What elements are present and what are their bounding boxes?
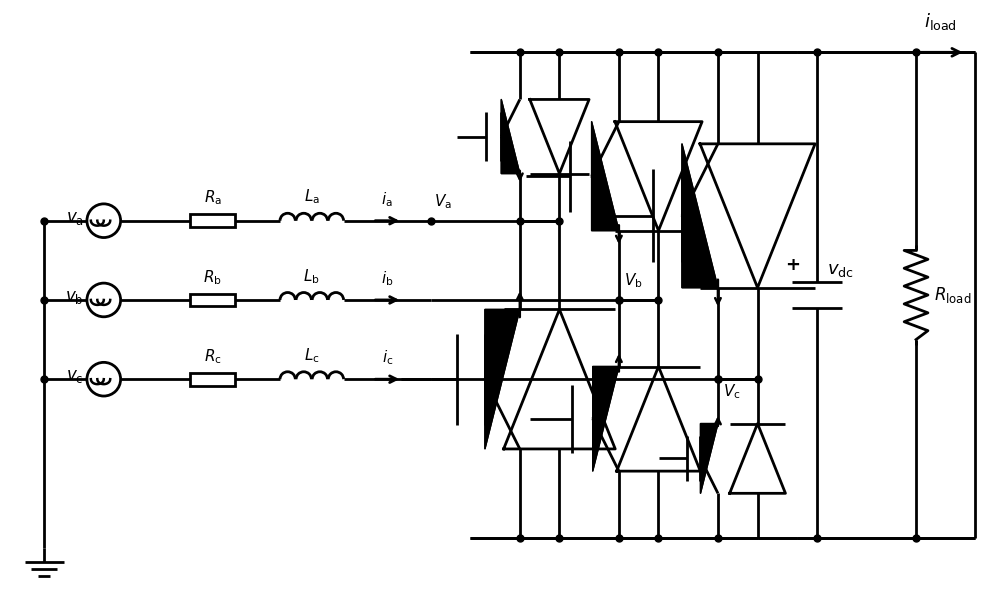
Text: $i_{\rm b}$: $i_{\rm b}$ [381, 270, 394, 288]
Text: $v_{\rm c}$: $v_{\rm c}$ [66, 367, 84, 385]
FancyBboxPatch shape [190, 373, 235, 386]
Text: $i_{\rm a}$: $i_{\rm a}$ [381, 190, 393, 209]
Polygon shape [501, 100, 520, 173]
Text: $V_{\rm a}$: $V_{\rm a}$ [434, 192, 452, 211]
Text: $V_{\rm c}$: $V_{\rm c}$ [723, 382, 741, 401]
Text: $R_{\rm c}$: $R_{\rm c}$ [204, 347, 222, 366]
Text: $L_{\rm b}$: $L_{\rm b}$ [303, 267, 320, 286]
Text: $V_{\rm b}$: $V_{\rm b}$ [624, 271, 643, 290]
Text: $L_{\rm a}$: $L_{\rm a}$ [304, 188, 320, 206]
Text: $i_{\rm c}$: $i_{\rm c}$ [382, 349, 393, 368]
Text: $R_{\rm b}$: $R_{\rm b}$ [203, 268, 222, 287]
Polygon shape [682, 144, 718, 288]
Polygon shape [592, 122, 619, 231]
Text: +: + [785, 256, 800, 274]
Text: $v_{\rm b}$: $v_{\rm b}$ [65, 288, 84, 306]
FancyBboxPatch shape [190, 214, 235, 227]
Text: $R_{\rm load}$: $R_{\rm load}$ [934, 285, 971, 305]
Text: $R_{\rm a}$: $R_{\rm a}$ [204, 189, 222, 207]
FancyBboxPatch shape [190, 293, 235, 306]
Text: $v_{\rm a}$: $v_{\rm a}$ [66, 209, 84, 227]
Text: $v_{\rm dc}$: $v_{\rm dc}$ [827, 261, 854, 279]
Text: $i_{\rm load}$: $i_{\rm load}$ [924, 11, 957, 32]
Polygon shape [485, 310, 520, 449]
Polygon shape [593, 366, 619, 471]
Text: $L_{\rm c}$: $L_{\rm c}$ [304, 346, 320, 365]
Polygon shape [700, 424, 718, 493]
